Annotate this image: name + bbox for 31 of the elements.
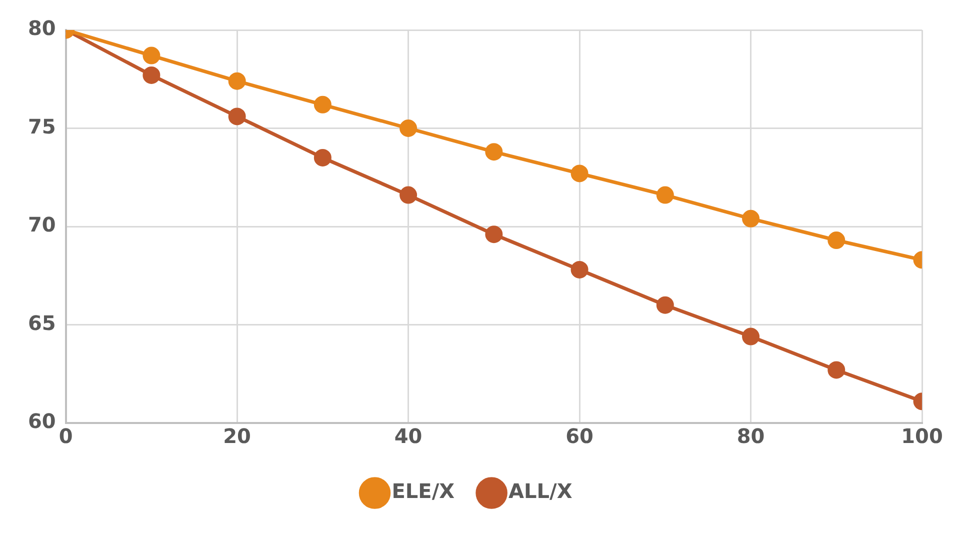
point — [142, 66, 160, 84]
x-tick-label: 0 — [58, 424, 73, 448]
point — [656, 186, 674, 204]
point — [742, 210, 760, 228]
legend-label: ALL/X — [508, 479, 573, 504]
point — [228, 72, 246, 90]
y-tick-label: 60 — [28, 409, 56, 434]
y-tick-label: 80 — [28, 16, 56, 40]
point — [142, 46, 160, 64]
y-tick-label: 75 — [28, 114, 56, 138]
point — [828, 361, 846, 379]
point — [400, 120, 418, 137]
x-tick-label: 20 — [223, 424, 251, 448]
point — [314, 148, 332, 166]
point — [485, 143, 503, 161]
point — [314, 96, 332, 114]
x-tick-label: 40 — [394, 424, 422, 448]
point — [570, 164, 588, 182]
point — [228, 108, 246, 126]
legend-label: ELE/X — [392, 479, 456, 504]
x-tick-label: 80 — [736, 424, 765, 448]
y-tick-label: 65 — [28, 310, 56, 335]
point — [828, 232, 846, 250]
point — [570, 260, 588, 278]
x-tick-label: 60 — [566, 424, 594, 448]
y-tick-label: 70 — [28, 212, 56, 237]
point — [485, 226, 503, 244]
point — [742, 328, 760, 346]
point — [656, 296, 674, 314]
x-tick-label: 100 — [901, 424, 943, 448]
point — [400, 186, 418, 204]
